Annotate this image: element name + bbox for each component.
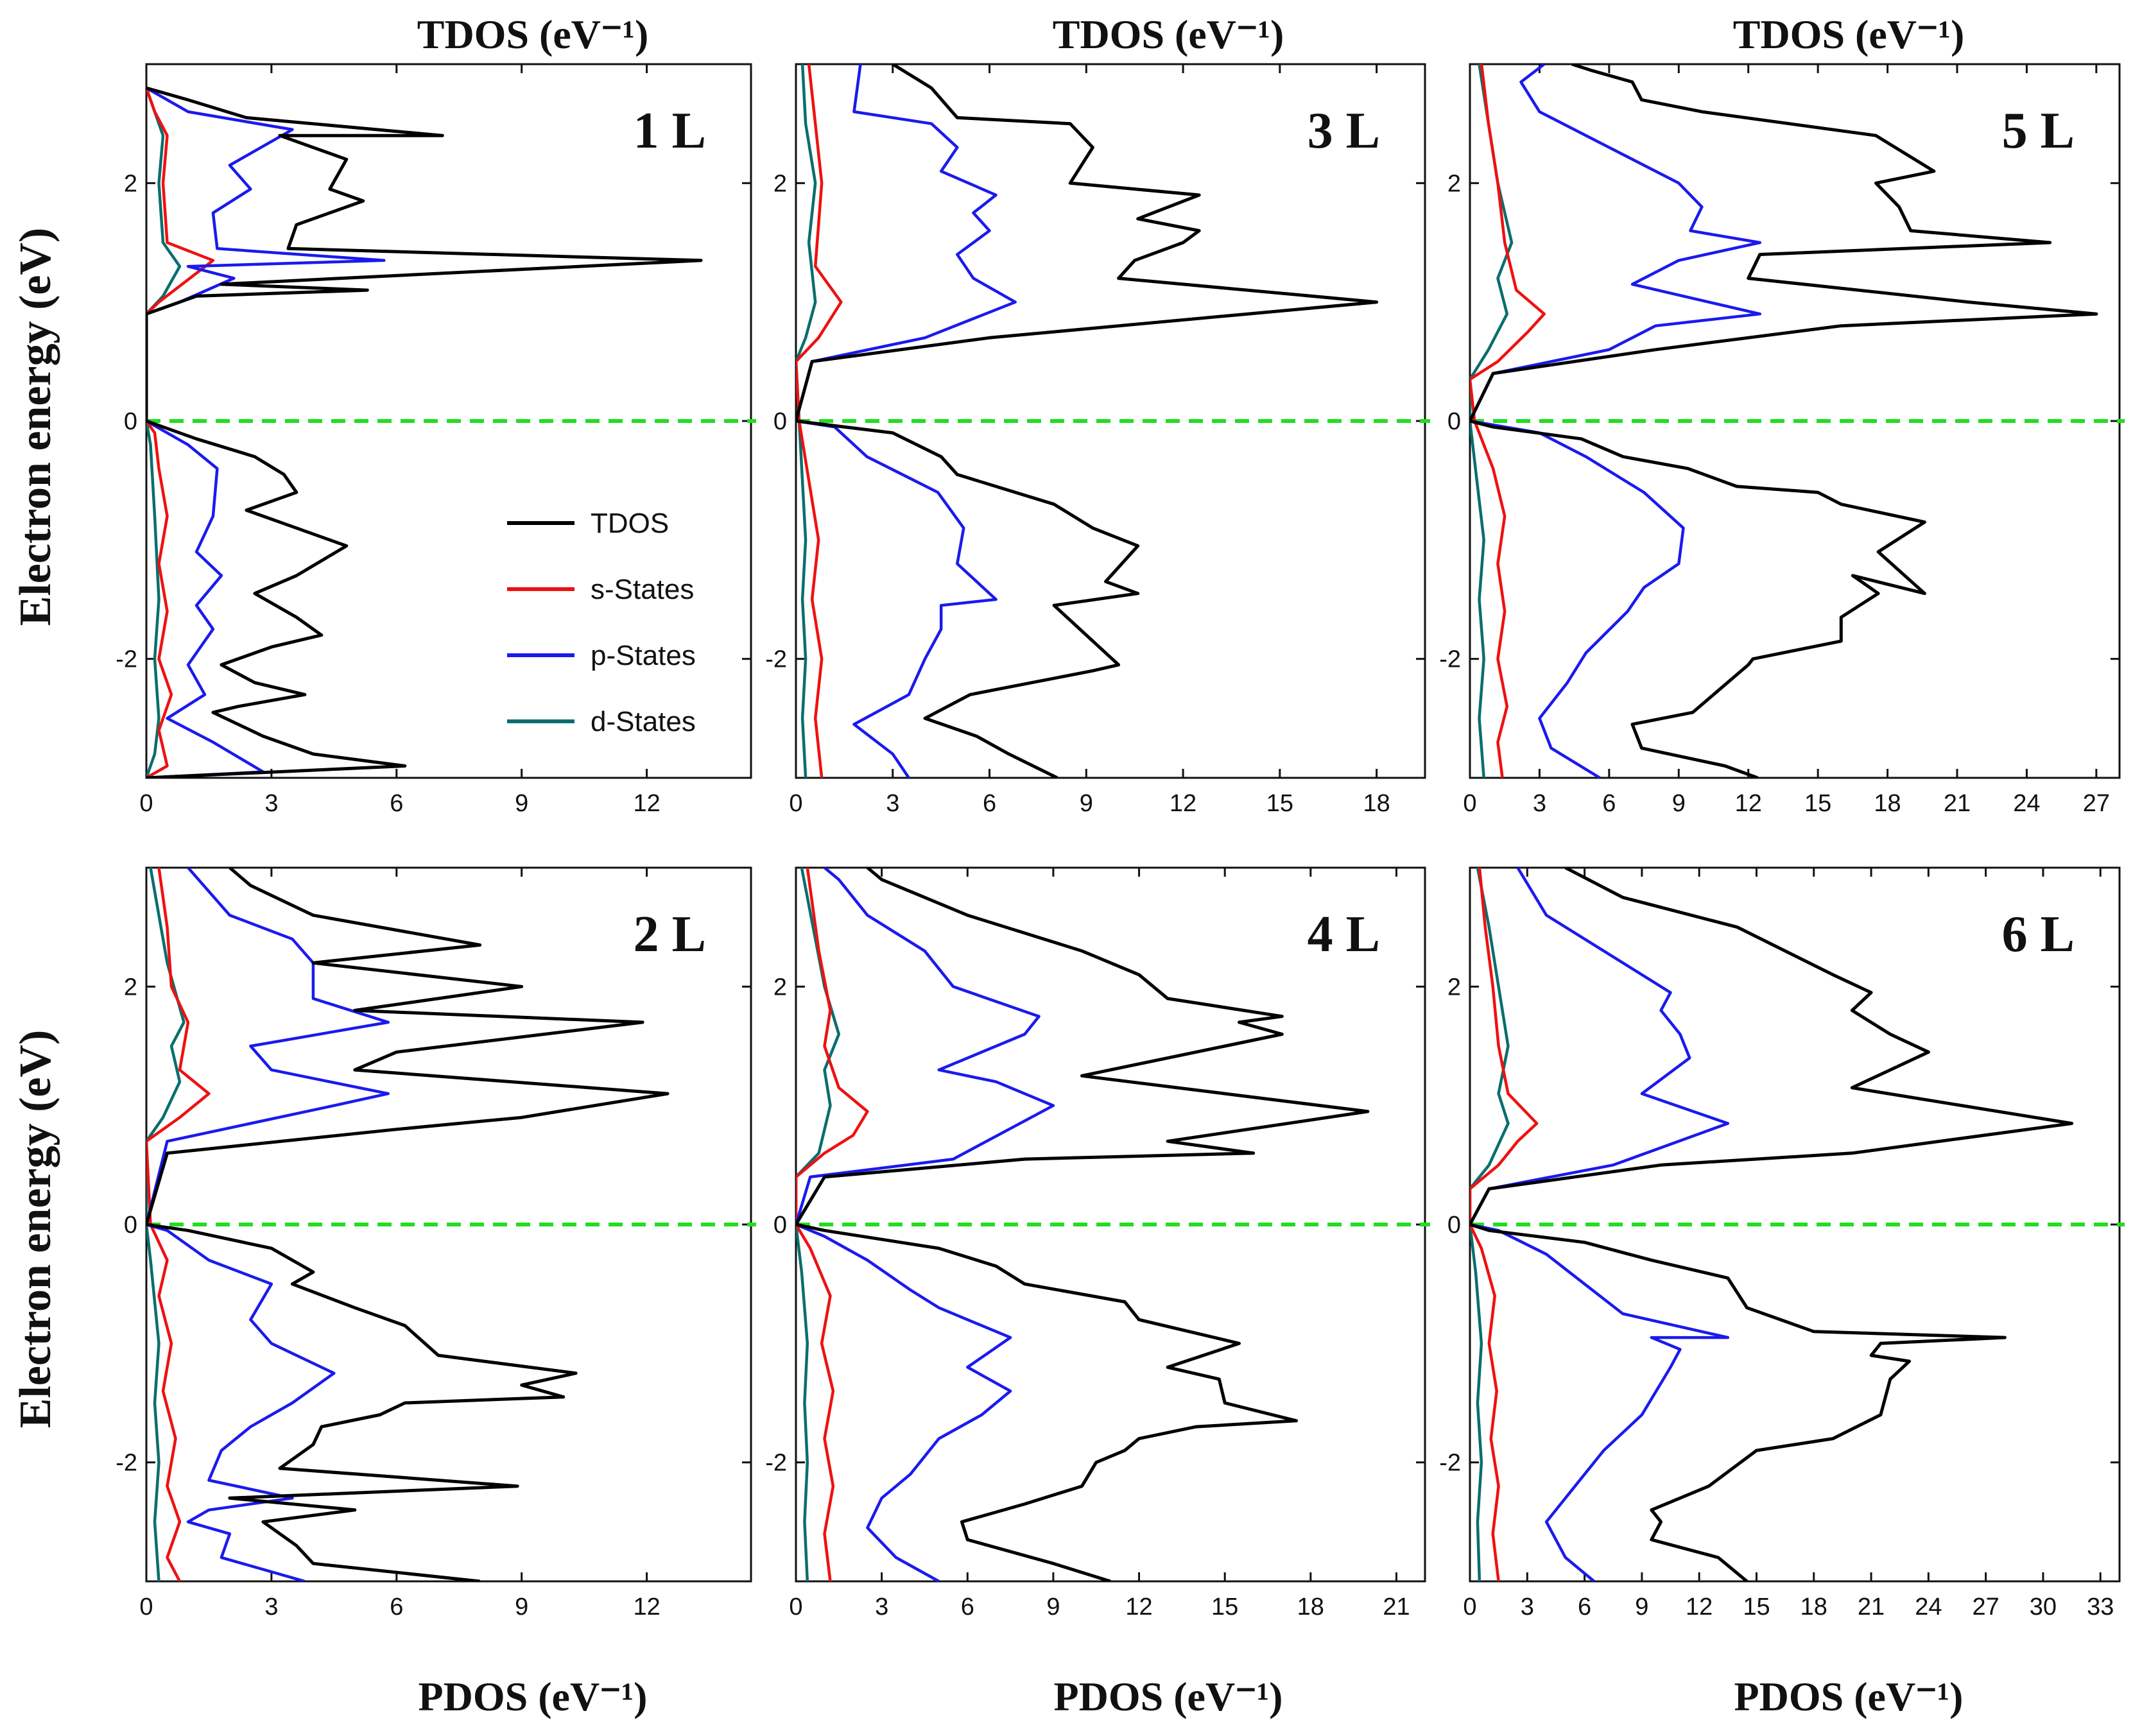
x-tick-label: 6 xyxy=(1578,1594,1591,1620)
x-tick-label: 3 xyxy=(1521,1594,1534,1620)
y-tick-label: 2 xyxy=(773,170,787,197)
x-tick-label: 9 xyxy=(1080,790,1093,817)
x-tick-label: 15 xyxy=(1804,790,1831,817)
top-title-col2: TDOS (eV⁻¹) xyxy=(1053,12,1284,57)
y-tick-label: 2 xyxy=(773,974,787,1001)
y-tick-label: 2 xyxy=(124,974,137,1001)
y-tick-label: -2 xyxy=(1439,1450,1461,1477)
x-tick-label: 0 xyxy=(139,790,153,817)
y-axis-label-bottom: Electron energy (eV) xyxy=(11,1030,60,1429)
panel-4l: 0 3 6 9 12 15 18 21 -2 0 2 4 L xyxy=(765,868,1430,1620)
y-tick-label: 2 xyxy=(1447,170,1461,197)
x-tick-label: 6 xyxy=(983,790,996,817)
y-tick-label: -2 xyxy=(116,646,137,673)
x-tick-label: 12 xyxy=(633,1594,660,1620)
x-tick-label: 0 xyxy=(139,1594,153,1620)
x-tick-label: 6 xyxy=(1602,790,1616,817)
legend-label-p-states: p-States xyxy=(591,640,696,671)
x-tick-label: 30 xyxy=(2030,1594,2057,1620)
series-group xyxy=(146,88,701,778)
x-tick-label: 24 xyxy=(1915,1594,1942,1620)
panels: 0 3 6 9 12 -2 0 2 1 L 0 3 6 9 12 15 18 -2 0 2 3 L 0 3 6 9 12 15 18… xyxy=(116,64,2125,1620)
y-axis-label-top: Electron energy (eV) xyxy=(11,228,60,626)
panel-label: 6 L xyxy=(2002,906,2075,963)
bottom-title-col3: PDOS (eV⁻¹) xyxy=(1734,1674,1964,1719)
top-title-col3: TDOS (eV⁻¹) xyxy=(1733,12,1965,57)
x-tick-label: 3 xyxy=(264,1594,278,1620)
x-tick-label: 27 xyxy=(1973,1594,1999,1620)
x-tick-label: 18 xyxy=(1297,1594,1324,1620)
x-tick-label: 3 xyxy=(1533,790,1546,817)
y-tick-label: -2 xyxy=(765,1450,787,1477)
panel-label: 5 L xyxy=(2002,103,2075,159)
x-tick-label: 0 xyxy=(789,790,802,817)
x-tick-label: 9 xyxy=(515,790,528,817)
x-tick-label: 15 xyxy=(1743,1594,1770,1620)
x-tick-label: 21 xyxy=(1383,1594,1410,1620)
x-tick-label: 0 xyxy=(789,1594,802,1620)
legend-label-d-states: d-States xyxy=(591,706,696,737)
y-tick-label: 0 xyxy=(1447,408,1461,435)
panel-2l: 0 3 6 9 12 -2 0 2 2 L xyxy=(116,868,756,1620)
x-tick-label: 3 xyxy=(875,1594,888,1620)
x-tick-label: 6 xyxy=(390,1594,403,1620)
x-tick-label: 18 xyxy=(1363,790,1390,817)
y-tick-label: 0 xyxy=(773,1212,787,1239)
x-tick-label: 21 xyxy=(1944,790,1971,817)
x-tick-label: 3 xyxy=(264,790,278,817)
column-titles: TDOS (eV⁻¹) TDOS (eV⁻¹) TDOS (eV⁻¹) PDOS… xyxy=(11,12,1964,1719)
x-tick-label: 18 xyxy=(1801,1594,1827,1620)
x-tick-label: 24 xyxy=(2013,790,2040,817)
panel-label: 2 L xyxy=(634,906,706,963)
y-tick-label: 0 xyxy=(1447,1212,1461,1239)
y-tick-label: 0 xyxy=(124,1212,137,1239)
x-tick-label: 12 xyxy=(633,790,660,817)
y-tick-label: 0 xyxy=(124,408,137,435)
legend-label-s-states: s-States xyxy=(591,574,694,605)
panel-6l: 0 3 6 9 12 15 18 21 24 27 30 33 -2 0 2 6 L xyxy=(1439,868,2125,1620)
x-tick-label: 6 xyxy=(390,790,403,817)
panel-label: 4 L xyxy=(1308,906,1380,963)
x-tick-label: 6 xyxy=(961,1594,974,1620)
top-title-col1: TDOS (eV⁻¹) xyxy=(417,12,649,57)
y-tick-label: -2 xyxy=(1439,646,1461,673)
x-tick-label: 9 xyxy=(1635,1594,1648,1620)
x-tick-label: 3 xyxy=(886,790,899,817)
x-tick-label: 33 xyxy=(2087,1594,2114,1620)
x-tick-label: 18 xyxy=(1874,790,1901,817)
x-tick-label: 27 xyxy=(2083,790,2110,817)
series-tdos-line xyxy=(146,88,701,778)
y-tick-label: 2 xyxy=(124,170,137,197)
y-tick-label: 0 xyxy=(773,408,787,435)
x-tick-label: 12 xyxy=(1125,1594,1152,1620)
x-tick-label: 9 xyxy=(515,1594,528,1620)
x-tick-label: 9 xyxy=(1046,1594,1060,1620)
x-tick-label: 12 xyxy=(1735,790,1762,817)
y-tick-label: -2 xyxy=(765,646,787,673)
panel-label: 3 L xyxy=(1308,103,1380,159)
x-tick-label: 12 xyxy=(1686,1594,1713,1620)
dos-figure: TDOS (eV⁻¹) TDOS (eV⁻¹) TDOS (eV⁻¹) PDOS… xyxy=(0,0,2133,1736)
panel-5l: 0 3 6 9 12 15 18 21 24 27 -2 0 2 5 L xyxy=(1439,64,2125,817)
panel-1l: 0 3 6 9 12 -2 0 2 1 L xyxy=(116,64,756,817)
panel-3l: 0 3 6 9 12 15 18 -2 0 2 3 L xyxy=(765,64,1430,817)
bottom-title-col2: PDOS (eV⁻¹) xyxy=(1054,1674,1283,1719)
y-tick-label: 2 xyxy=(1447,974,1461,1001)
x-tick-label: 0 xyxy=(1463,1594,1476,1620)
legend-label-tdos: TDOS xyxy=(591,508,669,539)
y-tick-label: -2 xyxy=(116,1450,137,1477)
x-tick-label: 15 xyxy=(1211,1594,1238,1620)
bottom-title-col1: PDOS (eV⁻¹) xyxy=(419,1674,648,1719)
x-tick-label: 0 xyxy=(1463,790,1476,817)
x-tick-label: 12 xyxy=(1170,790,1196,817)
panel-label: 1 L xyxy=(634,103,706,159)
x-tick-label: 21 xyxy=(1858,1594,1885,1620)
legend: TDOS s-States p-States d-States xyxy=(507,508,696,737)
x-tick-label: 9 xyxy=(1672,790,1686,817)
x-tick-label: 15 xyxy=(1266,790,1293,817)
